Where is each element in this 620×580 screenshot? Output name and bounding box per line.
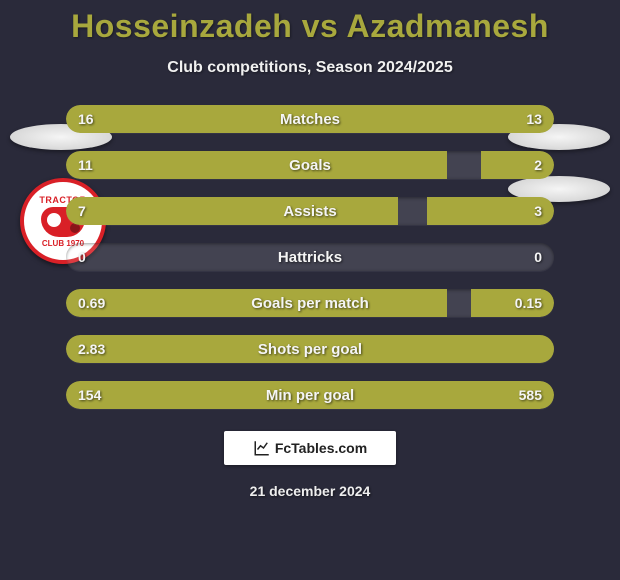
stat-bar-track: Matches1613	[66, 105, 554, 133]
stat-bar-right	[471, 289, 554, 317]
stat-bar-left	[66, 105, 334, 133]
stats-rows: Matches1613 Goals112 Assists73 Hattricks0 0 G…	[0, 105, 620, 409]
stat-bar-track: Assists73	[66, 197, 554, 225]
stat-bar-right	[481, 151, 554, 179]
stat-row: Min per goal154585	[66, 381, 554, 409]
stat-bar-left	[66, 151, 447, 179]
stat-row: Hattricks0 0	[66, 243, 554, 271]
stat-bar-track: Goals112	[66, 151, 554, 179]
stat-value-right: 0	[534, 243, 542, 271]
stat-bar-left	[66, 289, 447, 317]
stat-row: Assists73	[66, 197, 554, 225]
stat-bar-track: Shots per goal2.83	[66, 335, 554, 363]
branding-link[interactable]: FcTables.com	[224, 431, 396, 465]
stat-label: Hattricks	[66, 243, 554, 271]
stat-bar-left	[66, 197, 398, 225]
stat-row: Matches1613	[66, 105, 554, 133]
stat-bar-track: Min per goal154585	[66, 381, 554, 409]
chart-icon	[253, 439, 271, 457]
stat-bar-left	[66, 381, 447, 409]
stat-bar-right	[447, 381, 554, 409]
stat-bar-track: Goals per match0.690.15	[66, 289, 554, 317]
stat-row: Shots per goal2.83	[66, 335, 554, 363]
branding-label: FcTables.com	[275, 440, 367, 456]
stat-bar-right	[334, 105, 554, 133]
stat-bar-track: Hattricks0 0	[66, 243, 554, 271]
stat-bar-right	[427, 197, 554, 225]
subtitle: Club competitions, Season 2024/2025	[0, 59, 620, 77]
stat-value-left: 0	[78, 243, 86, 271]
stat-bar-left	[66, 335, 554, 363]
date-label: 21 december 2024	[0, 483, 620, 499]
stat-row: Goals112	[66, 151, 554, 179]
stat-row: Goals per match0.690.15	[66, 289, 554, 317]
comparison-card: Hosseinzadeh vs Azadmanesh Club competit…	[0, 0, 620, 580]
page-title: Hosseinzadeh vs Azadmanesh	[0, 8, 620, 45]
